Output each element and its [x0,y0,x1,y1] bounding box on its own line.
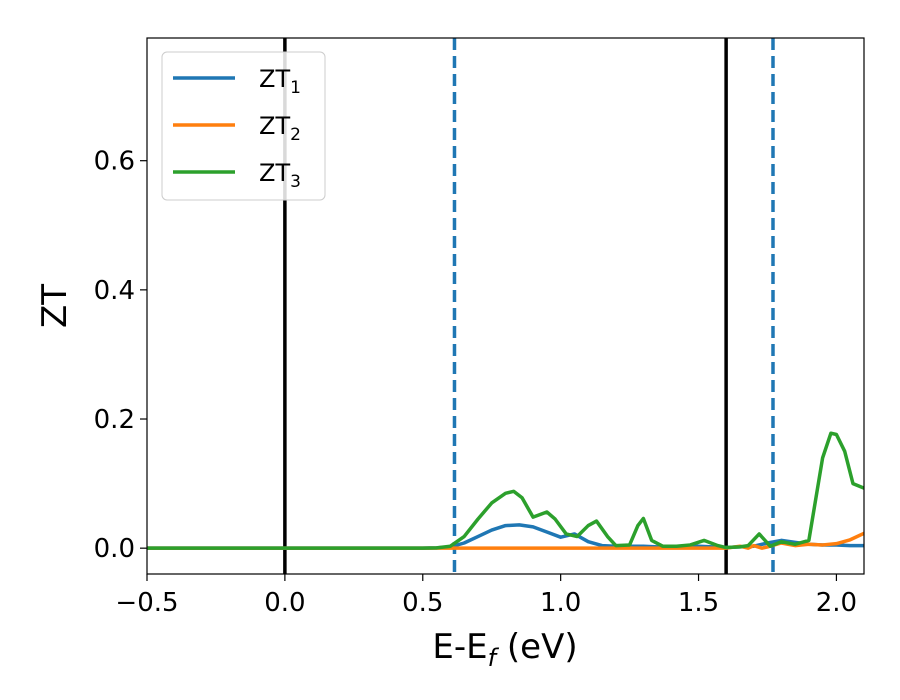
y-tick-label: 0.6 [94,147,135,177]
y-axis: 0.0 0.2 0.4 0.6 [94,147,147,564]
legend-box [161,51,326,201]
x-tick-label: −0.5 [115,588,178,618]
series-line-zt2 [147,531,864,550]
x-axis-label: E-Ef (eV) [432,627,577,672]
legend-label-zt2: ZT2 [259,112,301,145]
series-line-zt3 [147,431,864,550]
legend-label-zt1: ZT1 [259,65,301,98]
plot-area [147,38,864,574]
x-axis-label-unit: (eV) [496,627,578,667]
legend-label-zt3: ZT3 [259,159,301,192]
legend: ZT1 ZT2 ZT3 [161,51,326,201]
x-tick-label: 1.5 [678,588,719,618]
x-tick-label: 0.5 [402,588,443,618]
x-axis: −0.5 0.0 0.5 1.0 1.5 2.0 [115,574,857,618]
y-tick-label: 0.4 [94,276,135,306]
y-tick-label: 0.0 [94,534,135,564]
x-axis-label-main: E-E [432,627,487,667]
plot-frame [146,37,865,575]
y-tick-label: 0.2 [94,405,135,435]
x-tick-label: 1.0 [540,588,581,618]
x-tick-label: 0.0 [264,588,305,618]
y-axis-label: ZT [35,284,75,328]
x-tick-label: 2.0 [816,588,857,618]
